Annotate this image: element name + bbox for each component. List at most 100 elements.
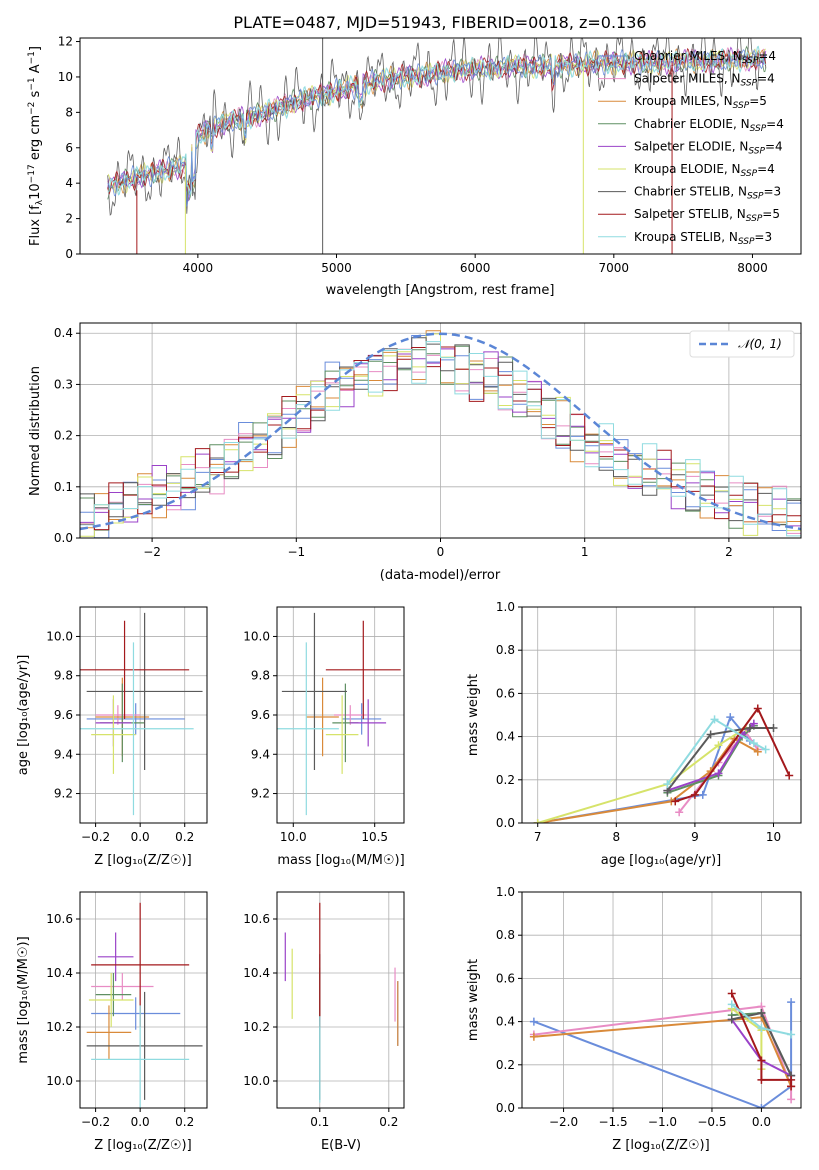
spectrum-legend: Chabrier MILES, NSSP=4 Salpeter MILES, NS… <box>598 49 784 247</box>
p3-ylabel: age [log₁₀(age/yr)] <box>16 655 31 776</box>
spectrum-legend-label: Chabrier MILES, NSSP=4 <box>634 49 776 66</box>
spectrum-legend-label: Chabrier STELIB, NSSP=3 <box>634 185 781 202</box>
p6-ytick-label: 10.6 <box>46 912 73 926</box>
residuals-ytick-label: 0.4 <box>54 326 73 340</box>
p5-series-chabrier_stelib <box>666 727 774 792</box>
spectrum-legend-label: Chabrier ELODIE, NSSP=4 <box>634 117 784 134</box>
spectrum-ylabel: Flux [fλ10−17 erg cm−2 s−1 A−1] <box>27 46 45 246</box>
p8-marks <box>529 989 796 1108</box>
p8-xtick-label: −1.5 <box>598 1115 627 1129</box>
p5-marker-salpeter_stelib <box>785 771 794 780</box>
residuals-legend: 𝒩(0, 1) <box>689 330 795 358</box>
p5-series-kroupa_elodie <box>537 727 747 823</box>
p8-marker-kroupa_stelib <box>727 1000 736 1009</box>
p3-ytick-label: 9.8 <box>54 669 73 683</box>
spectrum-panel: 4000 5000 6000 7000 8000 0 2 4 6 8 10 12 wavelength… <box>27 35 802 298</box>
p5-marker-salpeter_miles <box>675 808 684 817</box>
p5-xtick-label: 7 <box>534 830 542 844</box>
p4-ytick-label: 9.4 <box>251 747 270 761</box>
p7-grid <box>277 892 404 1108</box>
p8-marker-chabrier_stelib <box>727 1015 736 1024</box>
p7-ytick-label: 10.6 <box>243 912 270 926</box>
p8-marker-kroupa_stelib <box>787 1030 796 1039</box>
p5-ytick-label: 0.0 <box>496 816 515 830</box>
spectrum-frame <box>79 37 802 255</box>
p8-marker-kroupa_stelib <box>757 1024 766 1033</box>
p8-ytick-label: 0.2 <box>496 1058 515 1072</box>
p6-xtick-label: 0.2 <box>175 1115 194 1129</box>
spectrum-ytick-label: 6 <box>65 141 73 155</box>
p8-marker-kroupa_miles <box>529 1032 538 1041</box>
spectrum-legend-label: Kroupa MILES, NSSP=5 <box>634 94 767 111</box>
residuals-xtick-label: 1 <box>581 545 589 559</box>
p8-marker-chabrier_miles <box>529 1017 538 1026</box>
p7-ytick-label: 10.2 <box>243 1020 270 1034</box>
p6-marks <box>86 902 203 1108</box>
p6-ytick-label: 10.4 <box>46 966 73 980</box>
p7-frame <box>276 891 405 1109</box>
p6-ylabel: mass [log₁₀(M/M☉)] <box>16 936 31 1063</box>
weight-vs-z-panel: −2.0 −1.5 −1.0 −0.5 0.0 0.0 0.2 0.4 0.6 0.8 1.0 Z … <box>466 885 802 1153</box>
p8-ylabel: mass weight <box>466 959 481 1041</box>
p6-ticks: −0.2 0.0 0.2 10.0 10.2 10.4 10.6 <box>46 912 194 1129</box>
p5-marker-chabrier_miles <box>698 790 707 799</box>
spectrum-xlabel: wavelength [Angstrom, rest frame] <box>326 283 555 298</box>
p6-xtick-label: 0.0 <box>131 1115 150 1129</box>
spectrum-legend-label: Kroupa STELIB, NSSP=3 <box>634 230 772 247</box>
residuals-ytick-label: 0.3 <box>54 377 73 391</box>
p6-frame <box>79 891 208 1109</box>
p8-xtick-label: 0.0 <box>752 1115 771 1129</box>
p4-marks <box>277 612 401 816</box>
spectrum-xtick-label: 5000 <box>321 261 352 275</box>
p5-series-chabrier_elodie <box>667 725 755 794</box>
p4-ticks: 10.0 10.5 9.2 9.4 9.6 9.8 10.0 <box>243 629 388 844</box>
spectrum-lines <box>107 38 767 254</box>
p4-ytick-label: 9.8 <box>251 669 270 683</box>
p3-ytick-label: 10.0 <box>46 629 73 643</box>
p8-ytick-label: 0.4 <box>496 1015 515 1029</box>
spectrum-ytick-label: 10 <box>58 70 73 84</box>
age-vs-z-panel: −0.2 0.0 0.2 9.2 9.4 9.6 9.8 10.0 Z [log₁₀(Z/Z☉… <box>16 606 208 868</box>
p5-marker-kroupa_elodie <box>714 741 723 750</box>
p3-xtick-label: −0.2 <box>81 830 110 844</box>
residuals-hist <box>80 330 801 538</box>
p7-marks <box>284 902 399 1103</box>
spectrum-ytick-label: 2 <box>65 212 73 226</box>
p7-xtick-label: 0.1 <box>310 1115 329 1129</box>
spectrum-ylabel-main: Flux [f <box>28 205 43 246</box>
p8-xtick-label: −1.0 <box>648 1115 677 1129</box>
residuals-gaussian-curve <box>80 332 801 531</box>
p8-xtick-label: −0.5 <box>697 1115 726 1129</box>
p3-ytick-label: 9.6 <box>54 708 73 722</box>
spectrum-line-chabrier_miles <box>107 48 767 207</box>
p5-marker-chabrier_stelib <box>745 723 754 732</box>
p5-grid <box>522 606 801 824</box>
spectrum-legend-label: Salpeter STELIB, NSSP=5 <box>634 207 780 224</box>
p8-ytick-label: 1.0 <box>496 885 515 899</box>
p8-series-chabrier_miles <box>533 1002 793 1108</box>
spectrum-line-kroupa_stelib <box>107 45 766 196</box>
p5-xtick-label: 9 <box>691 830 699 844</box>
p3-xtick-label: 0.2 <box>175 830 194 844</box>
spectrum-ytick-label: 0 <box>65 247 73 261</box>
p8-ytick-label: 0.0 <box>496 1101 515 1115</box>
p4-xlabel: mass [log₁₀(M/M☉)] <box>277 853 404 868</box>
p5-marker-kroupa_stelib <box>663 780 672 789</box>
p5-xtick-label: 10 <box>766 830 781 844</box>
p7-ytick-label: 10.0 <box>243 1074 270 1088</box>
p8-marker-salpeter_miles <box>787 1095 796 1104</box>
p6-ytick-label: 10.2 <box>46 1020 73 1034</box>
p5-series-kroupa_miles <box>537 737 759 823</box>
residuals-ytick-label: 0.2 <box>54 429 73 443</box>
p5-marker-salpeter_stelib <box>671 797 680 806</box>
p5-series-kroupa_stelib <box>666 717 767 785</box>
p4-ytick-label: 10.0 <box>243 629 270 643</box>
spectrum-ytick-label: 12 <box>58 35 73 49</box>
residuals-xtick-label: −1 <box>287 545 305 559</box>
spectrum-ytick-label: 8 <box>65 105 73 119</box>
p5-xtick-label: 8 <box>612 830 620 844</box>
p5-marker-salpeter_stelib <box>690 790 699 799</box>
residuals-xtick-label: 2 <box>725 545 733 559</box>
p8-marker-chabrier_stelib <box>757 1008 766 1017</box>
p5-marks <box>533 704 794 823</box>
